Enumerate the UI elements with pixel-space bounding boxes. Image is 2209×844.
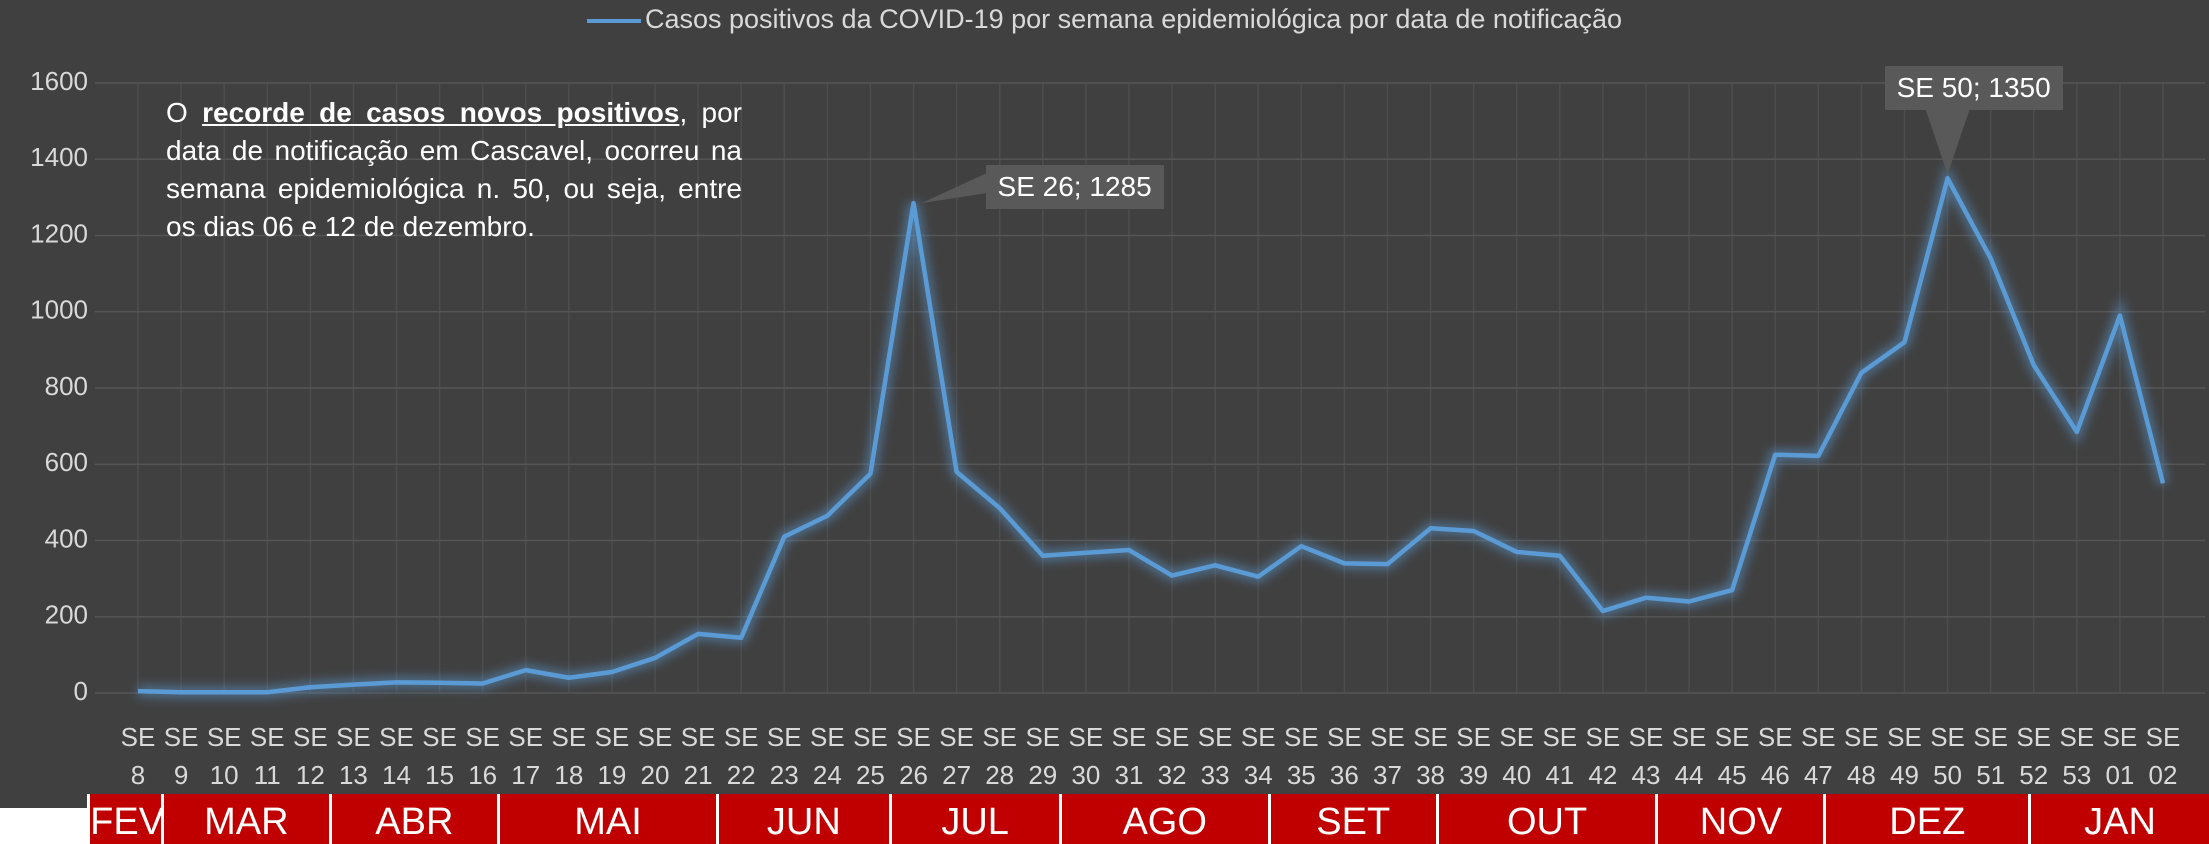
month-label: ABR (328, 794, 497, 844)
month-label: JUN (716, 794, 889, 844)
x-tick-label: SE 10 (206, 722, 242, 790)
x-tick-label: SE 21 (680, 722, 716, 790)
x-tick-label: SE 30 (1068, 722, 1104, 790)
annotation-text: , por data de notificação em Cascavel, o… (166, 97, 743, 242)
x-tick-label: SE 40 (1499, 722, 1535, 790)
legend: Casos positivos da COVID-19 por semana e… (0, 4, 2209, 35)
month-label: JAN (2028, 794, 2209, 844)
annotation-emphasis: recorde de casos novos positivos (202, 97, 680, 128)
y-tick-label: 200 (45, 600, 88, 630)
x-tick-label: SE 53 (2059, 722, 2095, 790)
x-tick-label: SE 25 (853, 722, 888, 790)
x-tick-label: SE 12 (292, 722, 328, 790)
x-tick-label: SE 18 (551, 722, 587, 790)
x-tick-label: SE 46 (1757, 722, 1793, 790)
month-label: OUT (1435, 794, 1656, 844)
y-tick-label: 0 (74, 676, 88, 706)
month-label: MAR (160, 794, 329, 844)
y-tick-label: 800 (45, 371, 88, 401)
x-tick-label: SE 52 (2016, 722, 2052, 790)
x-tick-label: SE 20 (637, 722, 673, 790)
y-tick-label: 1000 (30, 295, 88, 325)
x-tick-label: SE 23 (766, 722, 802, 790)
month-label: DEZ (1823, 794, 2029, 844)
x-tick-label: SE 51 (1973, 722, 2008, 790)
series-line (137, 176, 2166, 695)
x-tick-label: SE 17 (508, 722, 544, 790)
x-tick-label: SE 8 (120, 722, 156, 790)
label-pointer (1925, 109, 1970, 175)
month-label: MAI (496, 794, 717, 844)
x-tick-label: SE 9 (163, 722, 199, 790)
x-tick-label: SE 15 (422, 722, 457, 790)
x-tick-label: SE 34 (1240, 722, 1276, 790)
x-tick-label: SE 43 (1628, 722, 1664, 790)
x-tick-label: SE 16 (465, 722, 501, 790)
x-tick-label: SE 32 (1154, 722, 1190, 790)
annotation-text: O (166, 97, 203, 128)
month-label: AGO (1058, 794, 1268, 844)
x-tick-label: SE 42 (1585, 722, 1621, 790)
y-tick-label: 1200 (30, 218, 88, 248)
y-tick-label: 600 (45, 447, 88, 477)
x-tick-label: SE 36 (1327, 722, 1362, 790)
x-tick-label: SE 50 (1930, 722, 1965, 790)
x-tick-label: SE 48 (1844, 722, 1879, 790)
y-tick-label: 1400 (30, 142, 88, 172)
x-tick-label: SE 01 (2102, 722, 2138, 790)
month-label: NOV (1655, 794, 1824, 844)
y-tick-label: 1600 (30, 66, 88, 96)
x-tick-label: SE 14 (379, 722, 414, 790)
legend-label: Casos positivos da COVID-19 por semana e… (644, 4, 1623, 34)
x-tick-label: SE 45 (1714, 722, 1750, 790)
x-tick-label: SE 33 (1197, 722, 1233, 790)
x-tick-label: SE 38 (1413, 722, 1448, 790)
month-label: JUL (888, 794, 1059, 844)
x-tick-label: SE 49 (1887, 722, 1922, 790)
x-tick-label: SE 19 (594, 722, 630, 790)
x-tick-label: SE 47 (1800, 722, 1836, 790)
x-tick-label: SE 39 (1456, 722, 1491, 790)
x-tick-label: SE 41 (1542, 722, 1578, 790)
y-tick-label: 400 (45, 523, 88, 553)
month-label: FEV (87, 794, 164, 844)
series-glow (137, 162, 2169, 699)
x-tick-label: SE 44 (1671, 722, 1707, 790)
x-tick-label: SE 27 (939, 722, 974, 790)
month-label: SET (1267, 794, 1436, 844)
data-label: SE 26; 1285 (985, 165, 1164, 210)
annotation: O recorde de casos novos positivos, por … (166, 94, 742, 246)
x-tick-label: SE 02 (2145, 722, 2181, 790)
x-tick-label: SE 26 (896, 722, 931, 790)
x-tick-label: SE 31 (1111, 722, 1147, 790)
x-tick-label: SE 13 (336, 722, 371, 790)
data-label: SE 50; 1350 (1884, 66, 2063, 111)
x-tick-label: SE 37 (1370, 722, 1405, 790)
x-tick-label: SE 22 (723, 722, 759, 790)
legend-swatch (586, 18, 641, 23)
x-tick-label: SE 29 (1025, 722, 1061, 790)
x-tick-label: SE 11 (249, 722, 285, 790)
x-tick-label: SE 35 (1283, 722, 1319, 790)
x-tick-label: SE 24 (810, 722, 845, 790)
label-pointer (921, 173, 987, 204)
x-tick-label: SE 28 (982, 722, 1018, 790)
